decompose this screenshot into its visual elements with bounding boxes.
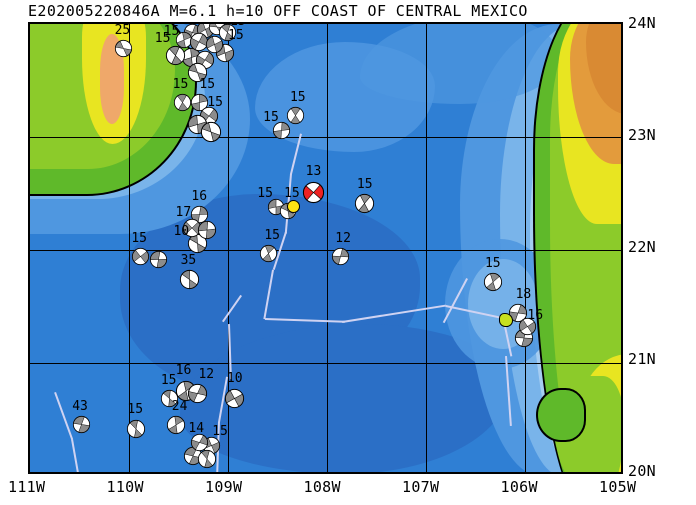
focal-mechanism[interactable] bbox=[201, 121, 222, 142]
depth-label: 12 bbox=[198, 367, 215, 383]
depth-label: 35 bbox=[180, 252, 197, 268]
gridline-108w bbox=[327, 24, 328, 472]
main-event-mechanism[interactable] bbox=[303, 181, 325, 203]
focal-mechanism[interactable] bbox=[174, 93, 192, 111]
focal-mechanism[interactable] bbox=[287, 107, 305, 125]
depth-label: 16 bbox=[175, 363, 192, 379]
depth-label: 15 bbox=[163, 24, 180, 39]
depth-label: 15 bbox=[127, 402, 144, 418]
gridline-23n bbox=[30, 137, 621, 138]
depth-label: 15 bbox=[172, 76, 189, 92]
focal-mechanism[interactable] bbox=[205, 35, 223, 53]
focal-mechanism[interactable] bbox=[518, 317, 537, 335]
map-frame: 1515151515251515151515151513151515161710… bbox=[28, 22, 623, 474]
x-tick-105w: 105W bbox=[599, 478, 637, 496]
depth-label: 15 bbox=[284, 186, 300, 202]
gridline-21n bbox=[30, 363, 621, 364]
focal-mechanism[interactable] bbox=[187, 62, 208, 82]
map-canvas: 1515151515251515151515151513151515161710… bbox=[30, 24, 621, 472]
focal-mechanism[interactable] bbox=[175, 31, 192, 48]
epicenter-marker[interactable] bbox=[287, 199, 301, 213]
depth-label: 15 bbox=[228, 28, 244, 44]
depth-label: 15 bbox=[160, 372, 177, 388]
focal-mechanism[interactable] bbox=[218, 24, 236, 42]
focal-mechanism[interactable] bbox=[131, 248, 149, 266]
focal-mechanism[interactable] bbox=[198, 449, 217, 468]
gridline-107w bbox=[426, 24, 427, 472]
depth-label: 15 bbox=[154, 30, 171, 46]
focal-mechanism[interactable] bbox=[508, 303, 527, 323]
depth-label: 15 bbox=[257, 185, 273, 201]
y-tick-22n: 22N bbox=[628, 238, 656, 256]
focal-mechanism[interactable] bbox=[72, 416, 90, 434]
depth-label: 10 bbox=[173, 224, 190, 240]
focal-mechanism[interactable] bbox=[183, 447, 202, 466]
depth-label: 17 bbox=[175, 204, 192, 220]
depth-label: 18 bbox=[515, 286, 532, 302]
focal-mechanism[interactable] bbox=[190, 434, 208, 452]
y-tick-20n: 20N bbox=[628, 462, 656, 480]
focal-mechanism[interactable] bbox=[198, 220, 217, 240]
depth-label: 15 bbox=[207, 94, 223, 110]
depth-label: 15 bbox=[212, 423, 228, 439]
focal-mechanism[interactable] bbox=[355, 193, 375, 213]
map-title: E202005220846A M=6.1 h=10 OFF COAST OF C… bbox=[28, 2, 528, 20]
x-tick-111w: 111W bbox=[8, 478, 46, 496]
focal-mechanism[interactable] bbox=[187, 383, 208, 404]
depth-label: 10 bbox=[226, 370, 243, 386]
y-tick-24n: 24N bbox=[628, 14, 656, 32]
depth-label: 43 bbox=[72, 399, 88, 415]
focal-mechanism[interactable] bbox=[483, 272, 503, 291]
x-tick-106w: 106W bbox=[500, 478, 538, 496]
focal-mechanism[interactable] bbox=[331, 248, 349, 266]
y-tick-23n: 23N bbox=[628, 126, 656, 144]
depth-label: 25 bbox=[114, 24, 131, 39]
focal-mechanism[interactable] bbox=[225, 388, 245, 408]
depth-label: 14 bbox=[188, 421, 205, 437]
depth-label: 15 bbox=[199, 76, 216, 92]
depth-label: 16 bbox=[527, 307, 544, 323]
depth-label: 15 bbox=[131, 231, 147, 247]
gridline-110w bbox=[129, 24, 130, 472]
epicenter-marker[interactable] bbox=[498, 312, 513, 327]
y-tick-21n: 21N bbox=[628, 350, 656, 368]
gridline-109w bbox=[228, 24, 229, 472]
depth-label: 15 bbox=[484, 255, 501, 271]
gridline-106w bbox=[525, 24, 526, 472]
x-tick-107w: 107W bbox=[402, 478, 440, 496]
land-mainland-cape-south bbox=[538, 390, 584, 440]
focal-mechanism[interactable] bbox=[179, 269, 200, 289]
depth-label: 13 bbox=[305, 163, 322, 179]
focal-mechanism[interactable] bbox=[182, 218, 201, 237]
x-tick-109w: 109W bbox=[205, 478, 243, 496]
focal-mechanism[interactable] bbox=[114, 40, 133, 58]
depth-label: 15 bbox=[264, 228, 281, 244]
depth-label: 24 bbox=[171, 398, 188, 414]
focal-mechanism[interactable] bbox=[190, 93, 208, 111]
x-tick-110w: 110W bbox=[106, 478, 144, 496]
focal-mechanism[interactable] bbox=[166, 45, 186, 65]
depth-label: 15 bbox=[263, 109, 279, 125]
depth-label: 12 bbox=[335, 231, 351, 247]
focal-mechanism[interactable] bbox=[127, 420, 146, 439]
focal-mechanism[interactable] bbox=[190, 205, 208, 223]
depth-label: 15 bbox=[230, 24, 246, 29]
focal-mechanism[interactable] bbox=[161, 389, 179, 407]
focal-mechanism[interactable] bbox=[166, 415, 185, 435]
focal-mechanism[interactable] bbox=[149, 250, 167, 268]
depth-label: 15 bbox=[356, 176, 373, 192]
depth-label: 16 bbox=[191, 188, 208, 204]
focal-mechanism[interactable] bbox=[259, 245, 277, 263]
x-tick-108w: 108W bbox=[303, 478, 341, 496]
focal-mechanism[interactable] bbox=[272, 121, 290, 139]
gridline-22n bbox=[30, 250, 621, 251]
focal-mechanism[interactable] bbox=[175, 381, 196, 402]
ocean-ridge-patch-4 bbox=[360, 24, 560, 104]
depth-label: 15 bbox=[289, 90, 306, 106]
